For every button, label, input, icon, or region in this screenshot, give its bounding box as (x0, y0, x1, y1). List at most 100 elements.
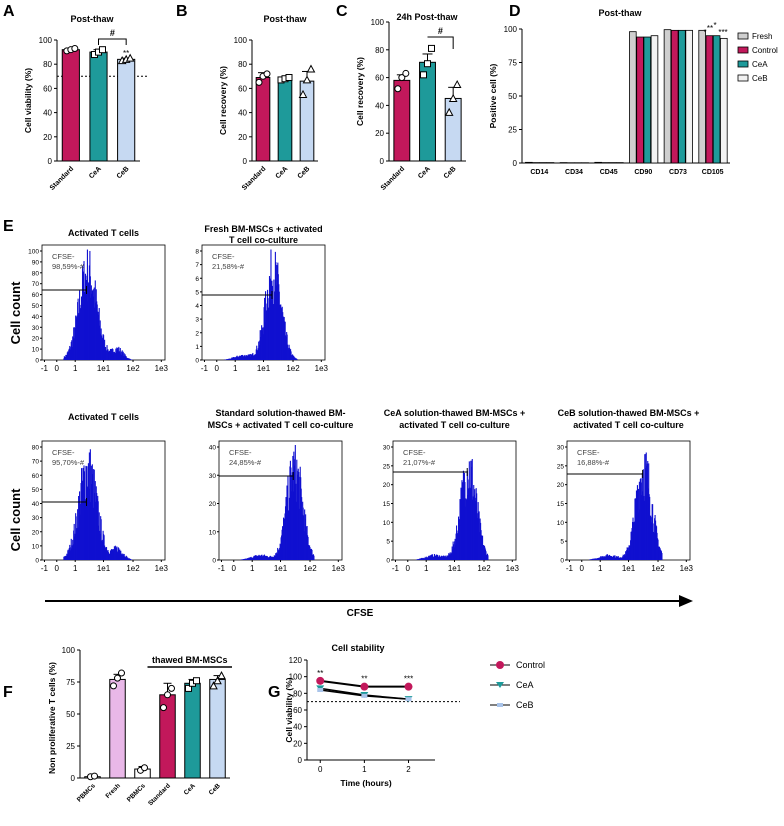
y-axis-label: Non proliferative T cells (%) (47, 662, 57, 774)
y-tick-label: 2 (195, 330, 199, 337)
data-point (317, 688, 323, 692)
significance-stars: *** (404, 675, 413, 684)
data-point (360, 683, 368, 691)
y-tick-label: 50 (32, 487, 40, 494)
y-tick-label: 20 (43, 133, 52, 142)
legend-label: CeA (516, 680, 534, 690)
x-tick-label: 1e1 (622, 564, 636, 573)
x-tick-label: 1 (233, 364, 238, 373)
y-tick-label: 5 (195, 289, 199, 296)
y-tick-label: 40 (293, 723, 302, 732)
y-tick-label: 60 (32, 292, 40, 299)
x-tick-label: -1 (392, 564, 400, 573)
data-point (142, 765, 148, 771)
bar (706, 36, 713, 163)
histogram-title: Fresh BM-MSCs + activated (204, 224, 322, 234)
bar (644, 37, 651, 163)
y-tick-label: 80 (43, 60, 52, 69)
y-tick-label: 40 (375, 101, 384, 110)
bar (671, 30, 678, 163)
y-tick-label: 1 (195, 344, 199, 351)
panel-label: B (176, 3, 188, 20)
y-tick-label: 0 (298, 756, 303, 765)
y-tick-label: 0 (35, 558, 39, 565)
bar (629, 32, 636, 163)
significance-bracket (99, 39, 127, 45)
data-point (194, 678, 200, 684)
gate-percentage: 21,07%-# (403, 458, 436, 467)
y-tick-label: 10 (557, 520, 565, 527)
group-label: thawed BM-MSCs (152, 655, 228, 665)
y-tick-label: 30 (557, 445, 565, 452)
legend-label: Fresh (752, 32, 772, 41)
data-point (286, 75, 292, 81)
y-tick-label: 10 (32, 347, 40, 354)
significance-stars: ** (707, 24, 713, 33)
y-tick-label: 0 (212, 558, 216, 565)
x-tick-label: PBMCs (76, 782, 97, 803)
x-tick-label: 0 (406, 564, 411, 573)
y-axis-label: Cell viability (%) (284, 677, 294, 742)
bar (720, 38, 727, 163)
bar (278, 79, 292, 161)
x-tick-label: -1 (566, 564, 574, 573)
y-tick-label: 80 (32, 270, 40, 277)
y-axis-label: Cell recovery (%) (355, 57, 365, 126)
x-tick-label: 1e2 (286, 364, 300, 373)
panel-label: C (336, 3, 348, 20)
panel-title: Post-thaw (70, 14, 114, 24)
legend-label: CeA (752, 60, 768, 69)
x-tick-label: CeA (275, 165, 290, 180)
y-tick-label: 30 (32, 515, 40, 522)
bar (699, 30, 706, 163)
y-tick-label: 0 (71, 774, 76, 783)
y-tick-label: 25 (557, 463, 565, 470)
histogram-title: CeA solution-thawed BM-MSCs + (384, 408, 525, 418)
panel-label: A (3, 3, 15, 20)
panel-title: 24h Post-thaw (396, 12, 458, 22)
x-axis-label: Time (hours) (340, 778, 391, 788)
y-tick-label: 100 (28, 249, 39, 256)
data-point (169, 685, 175, 691)
histogram-title: CeB solution-thawed BM-MSCs + (558, 408, 700, 418)
data-point (395, 86, 401, 92)
significance-mark: # (110, 28, 115, 38)
y-tick-label: 20 (32, 529, 40, 536)
y-tick-label: 90 (32, 259, 40, 266)
panel-label: F (3, 684, 13, 701)
x-tick-label: Standard (241, 165, 267, 191)
gate-percentage: 95,70%-# (52, 458, 85, 467)
x-tick-label: CeB (297, 165, 312, 180)
histogram-title: Standard solution-thawed BM- (216, 408, 346, 418)
bar (210, 679, 226, 778)
y-tick-label: 40 (32, 314, 40, 321)
bar (637, 37, 644, 163)
x-tick-label: 1e1 (97, 364, 111, 373)
bar (90, 52, 107, 161)
panel-title: Post-thaw (598, 8, 642, 18)
x-tick-label: CeB (208, 782, 222, 796)
y-tick-label: 0 (513, 159, 518, 168)
y-tick-label: 80 (32, 445, 40, 452)
histogram-title: MSCs + activated T cell co-culture (208, 420, 354, 430)
data-point (264, 71, 270, 77)
data-point (316, 677, 324, 685)
panel-title: Post-thaw (263, 14, 307, 24)
y-axis-label: Cell count (8, 281, 23, 345)
significance-stars: ** (123, 49, 129, 58)
x-tick-label: 1e3 (332, 564, 346, 573)
y-tick-label: 75 (66, 678, 75, 687)
data-point (405, 683, 413, 691)
significance-stars: * (713, 21, 716, 30)
significance-stars: ** (317, 669, 323, 678)
y-tick-label: 0 (195, 358, 199, 365)
x-tick-label: CD73 (669, 169, 687, 176)
gate-label: CFSE- (212, 252, 235, 261)
legend-swatch (738, 47, 748, 53)
bar (651, 36, 658, 163)
y-tick-label: 30 (32, 325, 40, 332)
data-point (308, 66, 315, 73)
bar (664, 30, 671, 163)
bar (110, 679, 126, 778)
y-tick-label: 20 (557, 482, 565, 489)
